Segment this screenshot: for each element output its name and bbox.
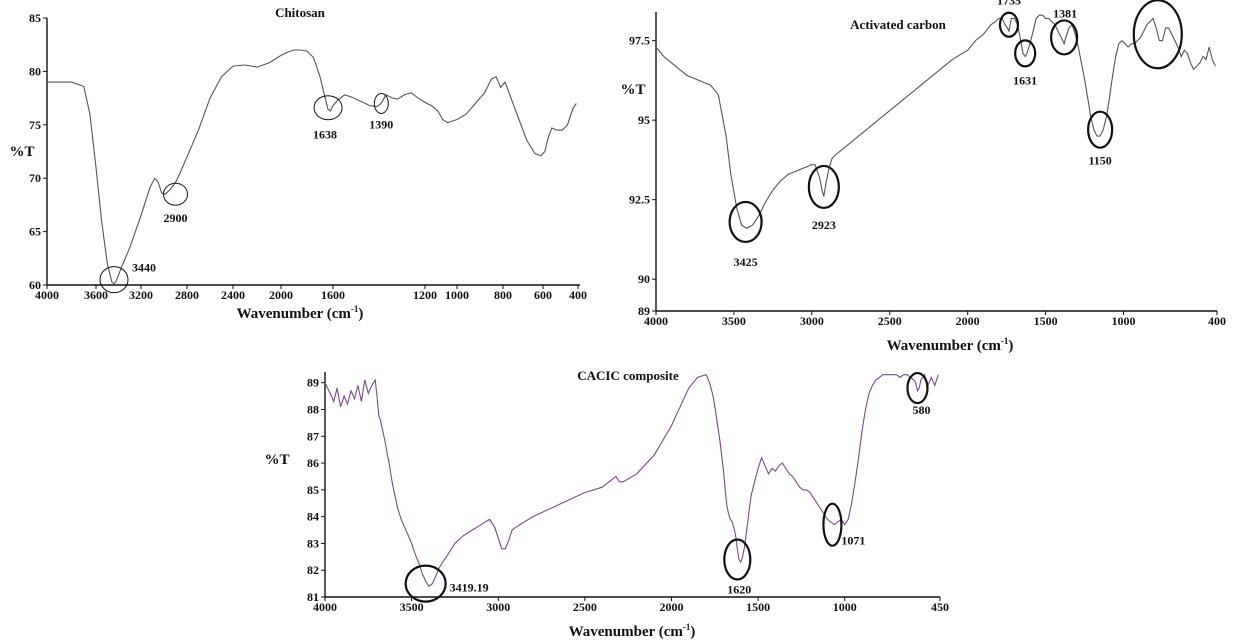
chart-title: Activated carbon xyxy=(850,17,946,32)
x-tick-label: 3000 xyxy=(486,600,510,614)
x-tick-label: 3200 xyxy=(129,288,153,302)
x-axis-label: Wavenumber (cm-1) xyxy=(569,622,696,640)
peak-label: 1381 xyxy=(1053,6,1077,20)
peak-label: 1638 xyxy=(313,128,337,142)
spectrum-line xyxy=(324,373,939,588)
y-tick-label: 89 xyxy=(307,376,319,390)
y-tick-label: 82 xyxy=(307,563,319,577)
x-tick-label: 1500 xyxy=(746,600,770,614)
peak-annotations: 3440 2900 1638 1390 xyxy=(99,92,393,294)
y-tick-label: 83 xyxy=(307,536,319,550)
peak-label: 1390 xyxy=(369,117,393,131)
tick-labels: 4000 3500 3000 2500 2000 1500 1000 400 89 90 92.5 9… xyxy=(629,34,1226,328)
x-tick-label: 2000 xyxy=(956,314,980,328)
chart-title: CACIC composite xyxy=(577,368,679,383)
y-tick-label: 84 xyxy=(307,510,319,524)
peak-circle-marker xyxy=(404,564,447,603)
x-tick-label: 400 xyxy=(569,288,587,302)
y-tick-label: 65 xyxy=(29,225,41,239)
x-tick-label: 600 xyxy=(534,288,552,302)
peak-label: 1071 xyxy=(841,534,865,548)
activated-carbon-spectrum-panel: Activated carbon %T Wavenumber (cm-1) 40… xyxy=(620,0,1226,354)
x-tick-label: 1200 xyxy=(413,288,437,302)
tick-labels: 4000 3500 3000 2500 2000 1500 1000 450 81 82 83 84 8… xyxy=(307,376,949,614)
x-axis-label: Wavenumber (cm-1) xyxy=(237,304,364,322)
x-tick-label: 2000 xyxy=(659,600,683,614)
peak-circle-marker xyxy=(822,502,843,547)
spectrum-line xyxy=(47,49,577,285)
x-tick-label: 4000 xyxy=(644,314,668,328)
y-tick-label: 81 xyxy=(307,590,319,604)
peak-circle-marker xyxy=(313,95,343,121)
x-tick-label: 450 xyxy=(931,600,949,614)
x-tick-label: 1000 xyxy=(1112,314,1136,328)
peak-label: 1150 xyxy=(1088,154,1111,168)
peak-label: 1620 xyxy=(727,583,751,597)
x-tick-label: 2500 xyxy=(573,600,597,614)
spectrum-line xyxy=(655,14,1216,229)
x-tick-label: 4000 xyxy=(35,288,59,302)
peak-label: 1735 xyxy=(997,0,1021,8)
y-axis-label: %T xyxy=(620,82,645,98)
peak-label: 2923 xyxy=(812,218,836,232)
chitosan-spectrum-panel: Chitosan %T Wavenumber (cm-1) 4000 3600 32… xyxy=(9,5,587,322)
x-tick-label: 1600 xyxy=(321,288,345,302)
y-tick-label: 70 xyxy=(29,171,41,185)
peak-label: 580 xyxy=(912,403,930,417)
y-tick-label: 92.5 xyxy=(629,193,650,207)
peak-circle-marker xyxy=(906,371,929,405)
x-tick-label: 3600 xyxy=(84,288,108,302)
x-tick-label: 400 xyxy=(1208,314,1226,328)
x-tick-label: 3500 xyxy=(400,600,424,614)
peak-annotations: 1735 1631 1381 1150 3425 2923 xyxy=(728,0,1183,269)
x-tick-label: 2500 xyxy=(878,314,902,328)
y-axis-label: %T xyxy=(264,452,289,468)
y-tick-label: 90 xyxy=(638,272,650,286)
peak-circle-marker xyxy=(1050,19,1079,56)
x-tick-label: 3000 xyxy=(800,314,824,328)
peak-label: 3425 xyxy=(734,255,758,269)
peak-circle-marker xyxy=(1132,0,1183,70)
y-axis-label: %T xyxy=(9,144,34,160)
y-tick-label: 95 xyxy=(638,113,650,127)
x-tick-label: 1000 xyxy=(833,600,857,614)
peak-circle-marker xyxy=(1087,110,1114,149)
x-tick-label: 2400 xyxy=(221,288,245,302)
peak-label: 3419.19 xyxy=(450,581,489,595)
tick-labels: 4000 3600 3200 2800 2400 2000 1600 1200 1000 800 6… xyxy=(29,11,587,302)
peak-circle-marker xyxy=(728,200,763,244)
y-tick-label: 86 xyxy=(307,456,319,470)
x-axis-label: Wavenumber (cm-1) xyxy=(887,336,1014,354)
peak-label: 1631 xyxy=(1013,73,1037,87)
chart-title: Chitosan xyxy=(275,5,326,20)
x-tick-label: 2000 xyxy=(269,288,293,302)
y-tick-label: 87 xyxy=(307,429,319,443)
y-tick-label: 89 xyxy=(638,304,650,318)
peak-circle-marker xyxy=(99,266,129,294)
cacic-composite-spectrum-panel: CACIC composite %T Wavenumber (cm-1) 400… xyxy=(264,368,949,640)
y-tick-label: 88 xyxy=(307,403,319,417)
x-tick-label: 3500 xyxy=(722,314,746,328)
y-tick-label: 85 xyxy=(29,11,41,25)
peak-annotations: 3419.19 1620 1071 580 xyxy=(404,371,930,603)
x-tick-label: 1500 xyxy=(1034,314,1058,328)
peak-circle-marker xyxy=(1014,39,1037,68)
peak-circle-marker xyxy=(723,538,752,581)
y-tick-label: 80 xyxy=(29,64,41,78)
peak-label: 3440 xyxy=(132,261,156,275)
peak-circle-marker xyxy=(163,182,188,206)
peak-label: 2900 xyxy=(164,211,188,225)
y-tick-label: 97.5 xyxy=(629,34,650,48)
x-tick-label: 800 xyxy=(494,288,512,302)
x-tick-label: 2800 xyxy=(175,288,199,302)
y-tick-label: 60 xyxy=(29,278,41,292)
peak-circle-marker xyxy=(998,11,1020,38)
peak-circle-marker xyxy=(807,164,840,210)
y-tick-label: 85 xyxy=(307,483,319,497)
x-tick-label: 4000 xyxy=(313,600,337,614)
y-tick-label: 75 xyxy=(29,118,41,132)
x-tick-label: 1000 xyxy=(445,288,469,302)
peak-circle-marker xyxy=(373,92,389,114)
